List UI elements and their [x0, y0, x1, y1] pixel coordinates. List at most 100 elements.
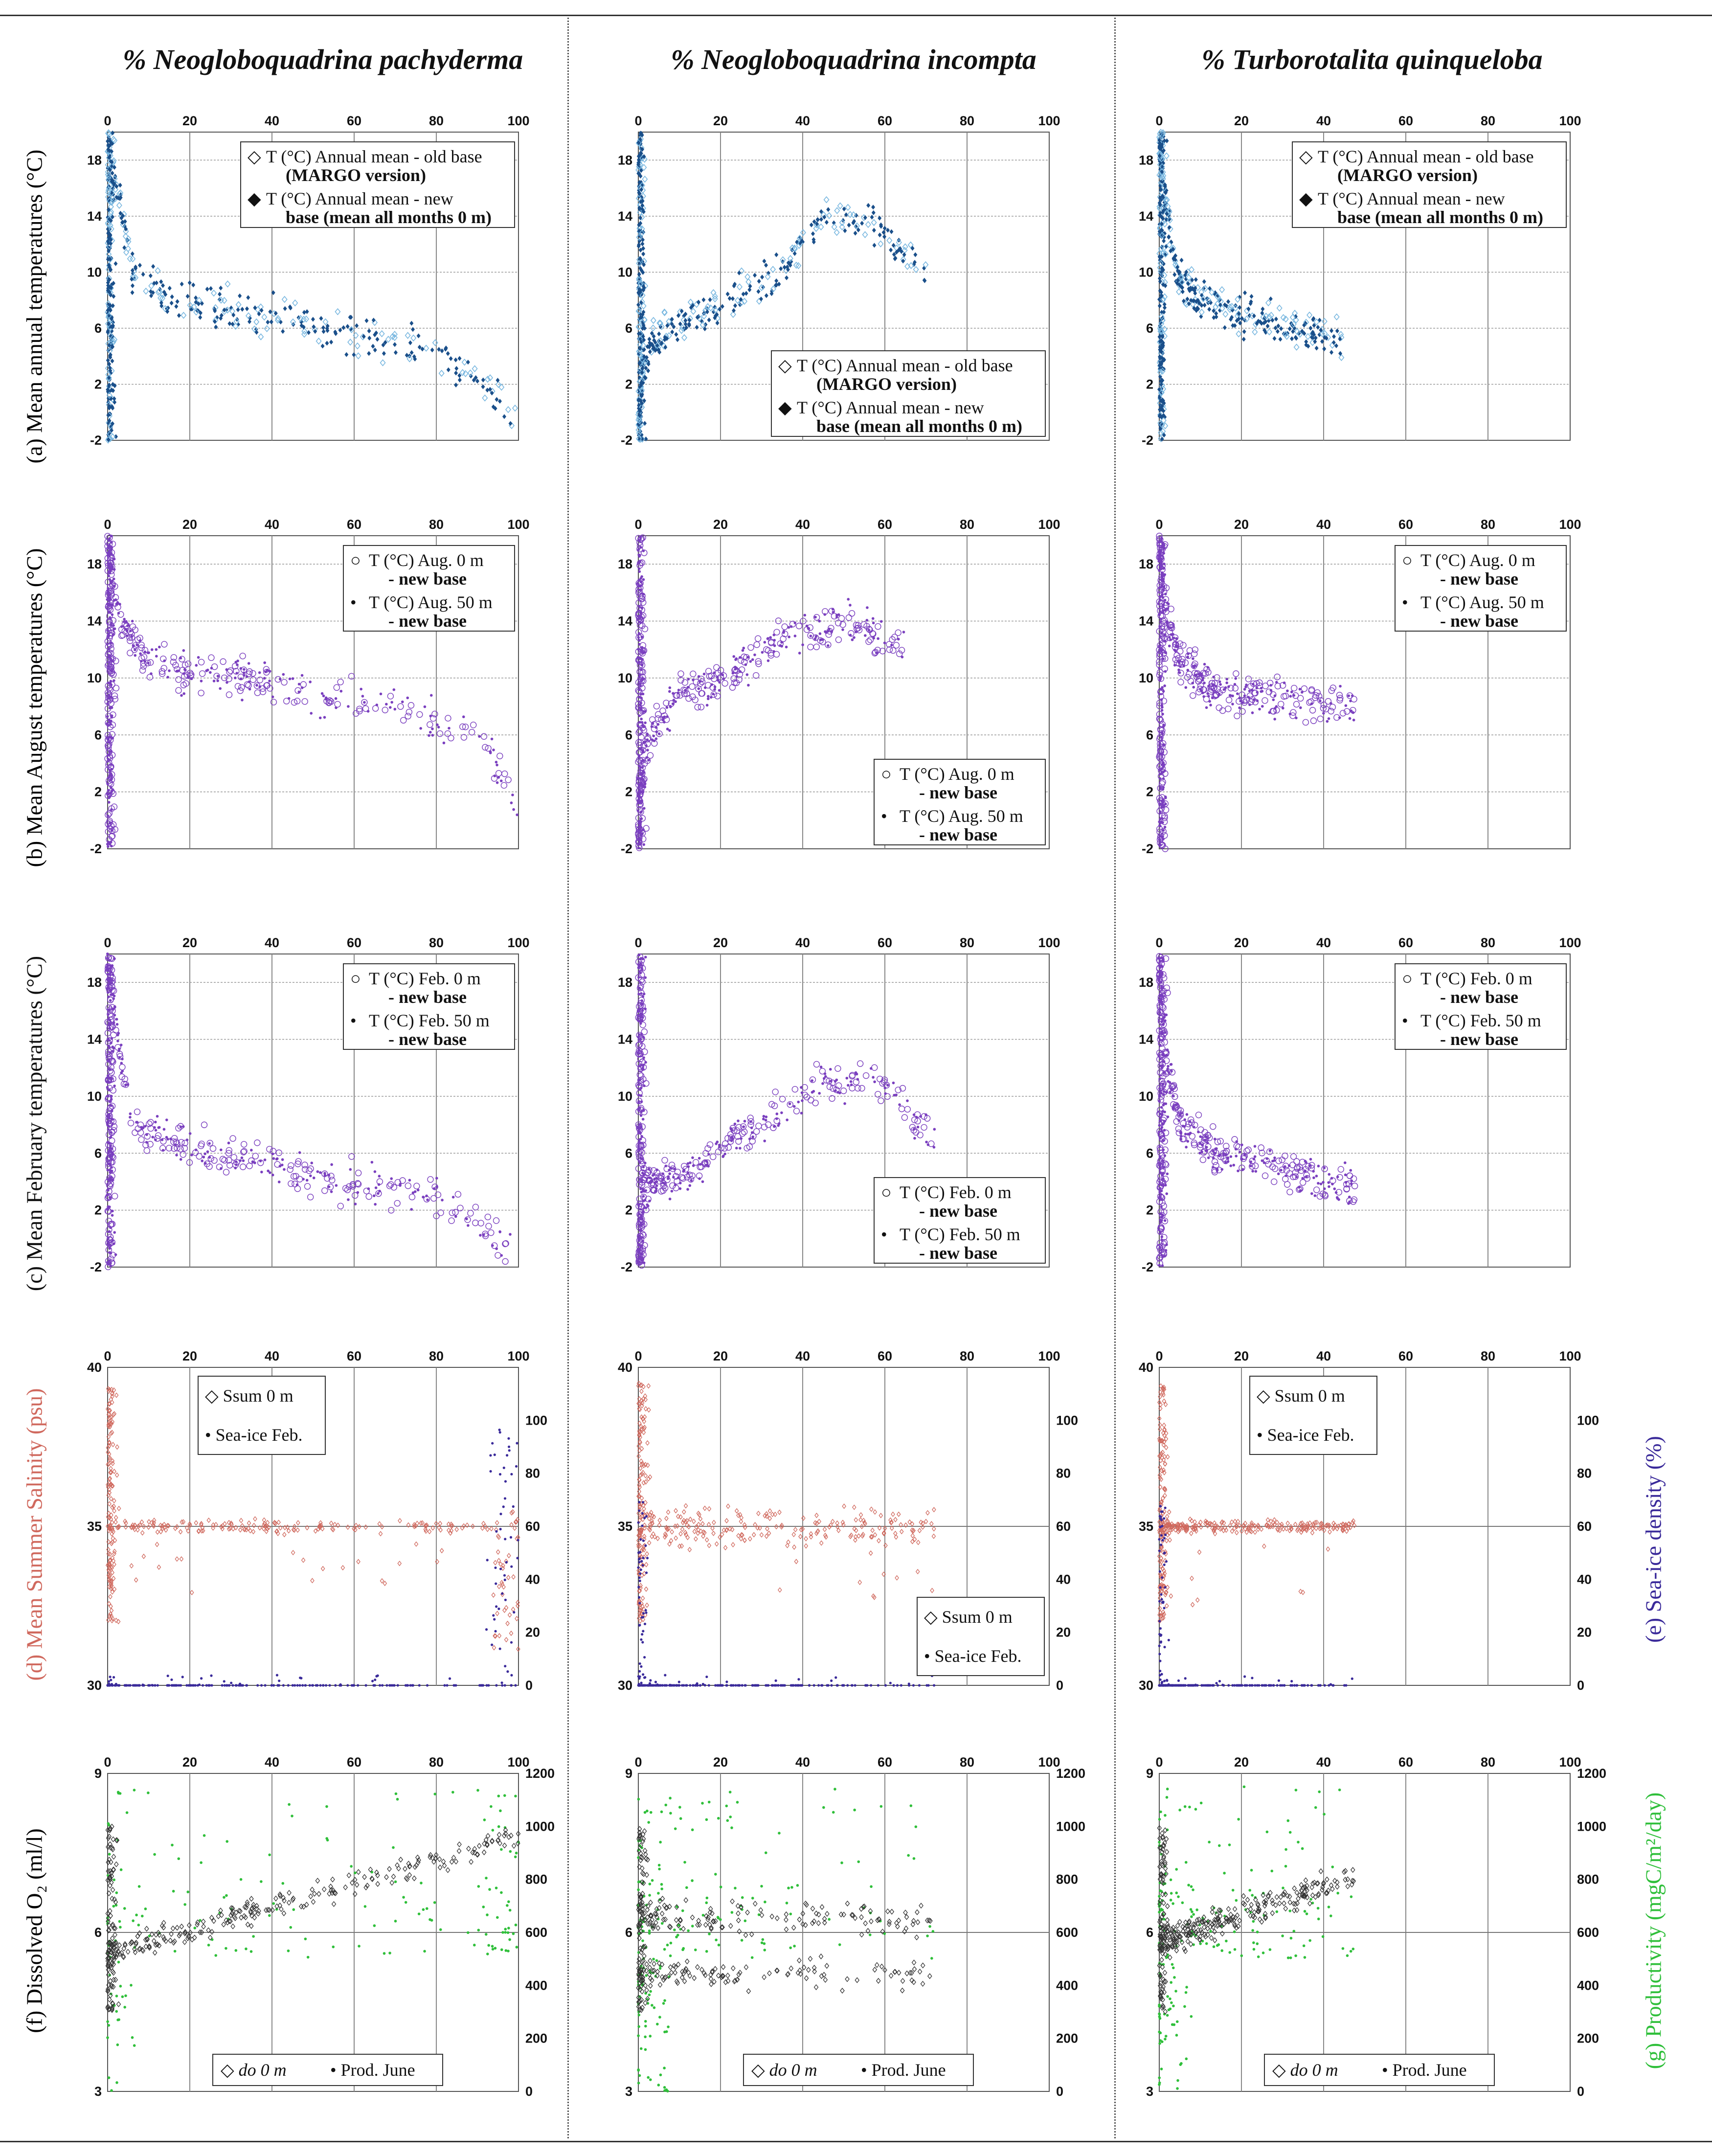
point-50m	[448, 726, 451, 730]
point-new-base	[154, 280, 158, 286]
point-50m	[686, 1188, 689, 1191]
legend-marker: •	[881, 1225, 887, 1244]
point-50m	[751, 1135, 754, 1138]
point-50m	[367, 1187, 370, 1190]
point-old-base	[106, 250, 112, 258]
point-new-base	[107, 404, 112, 409]
point-new-base	[301, 324, 306, 330]
x-tick-label: 20	[713, 517, 728, 532]
legend-marker: •	[350, 592, 357, 612]
point-new-base	[642, 262, 646, 267]
point-50m	[745, 673, 749, 676]
point-old-base	[191, 303, 197, 311]
x-tick-label: 0	[104, 113, 111, 128]
x-tick-label: 40	[265, 935, 279, 950]
point-50m	[831, 608, 834, 611]
point-50m	[797, 1100, 800, 1104]
point-old-base	[123, 249, 130, 256]
point-new-base	[642, 154, 646, 159]
point-50m	[131, 619, 134, 623]
point-new-base	[281, 329, 285, 334]
point-old-base	[410, 334, 417, 342]
point-50m	[777, 1124, 780, 1127]
legend-label: T (°C) Aug. 0 m	[369, 550, 484, 570]
point-50m	[291, 677, 294, 680]
point-50m	[283, 1168, 286, 1171]
point-new-base	[382, 351, 386, 356]
point-new-base	[355, 323, 359, 328]
point-50m	[216, 679, 219, 682]
point-old-base	[106, 374, 112, 382]
point-50m	[454, 1215, 457, 1218]
point-new-base	[165, 309, 170, 314]
point-new-base	[457, 377, 462, 383]
point-new-base	[111, 320, 115, 325]
point-50m	[1168, 635, 1171, 639]
point-new-base	[106, 288, 110, 293]
point-new-base	[269, 319, 273, 325]
y-tick-label: 18	[1139, 153, 1153, 167]
y-tick-label: 14	[618, 614, 632, 629]
point-50m	[1169, 638, 1172, 641]
point-old-base	[495, 381, 502, 388]
point-new-base	[257, 311, 261, 317]
point-old-base	[637, 347, 643, 355]
point-new-base	[381, 342, 385, 348]
point-50m	[835, 615, 838, 619]
point-50m	[811, 1090, 814, 1094]
point-old-base	[131, 274, 137, 281]
legend: ◇ T (°C) Annual mean - old base(MARGO ver…	[240, 141, 515, 228]
point-50m	[1161, 803, 1164, 806]
legend: ○ T (°C) Feb. 0 m- new base• T (°C) Feb. 5…	[874, 1177, 1046, 1264]
point-50m	[347, 1198, 350, 1201]
point-new-base	[640, 237, 645, 243]
y-tick-label: -2	[90, 433, 102, 448]
point-old-base	[125, 238, 132, 246]
point-50m	[429, 694, 433, 697]
point-50m	[431, 734, 434, 737]
legend: ○ T (°C) Aug. 0 m- new base• T (°C) Aug. 5…	[343, 545, 515, 632]
point-50m	[275, 1157, 278, 1161]
x-tick-label: 20	[713, 113, 728, 128]
point-old-base	[745, 278, 752, 286]
legend-sublabel: (MARGO version)	[816, 374, 957, 394]
point-new-base	[107, 248, 111, 253]
point-new-base	[130, 268, 135, 273]
point-new-base	[149, 293, 154, 298]
point-50m	[672, 1176, 675, 1179]
x-tick-label: 20	[182, 935, 197, 950]
point-old-base	[264, 325, 270, 333]
point-50m	[740, 1137, 743, 1140]
point-50m	[1261, 704, 1264, 708]
point-50m	[661, 1172, 665, 1176]
point-50m	[825, 631, 828, 634]
point-50m	[1166, 620, 1169, 623]
point-new-base	[454, 370, 458, 376]
point-50m	[106, 793, 109, 795]
point-new-base	[497, 399, 502, 404]
point-new-base	[785, 275, 789, 280]
point-50m	[644, 721, 647, 725]
point-old-base	[347, 339, 354, 346]
point-new-base	[913, 252, 918, 257]
x-tick-label: 100	[1559, 517, 1581, 532]
point-50m	[225, 681, 228, 684]
point-50m	[667, 1175, 670, 1178]
point-new-base	[149, 289, 153, 294]
x-tick-label: 60	[347, 113, 361, 128]
point-old-base	[839, 219, 845, 227]
point-50m	[1166, 607, 1169, 610]
point-50m	[1203, 662, 1206, 666]
point-50m	[640, 772, 643, 776]
point-50m	[916, 1125, 920, 1129]
x-tick-label: 80	[429, 113, 444, 128]
point-50m	[109, 1176, 113, 1180]
point-50m	[814, 615, 817, 619]
point-50m	[642, 1199, 645, 1203]
y-tick-label: 18	[87, 975, 102, 990]
point-50m	[773, 638, 776, 642]
y-tick-label: 14	[1139, 209, 1153, 224]
point-50m	[1205, 706, 1208, 709]
